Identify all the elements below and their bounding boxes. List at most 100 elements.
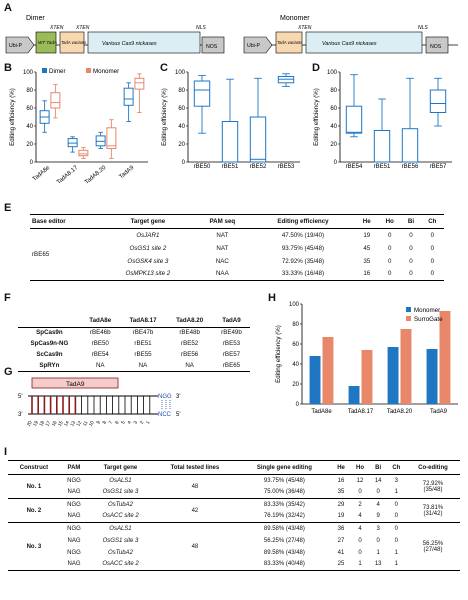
table-cell: 9 [376, 513, 380, 520]
nls-label-1: NLS [196, 25, 206, 31]
table-cell: rBE49b [221, 329, 242, 337]
table-cell: 0 [430, 244, 435, 252]
table-e-header: Editing efficiency [277, 218, 329, 225]
three-prime-bottom: 5' [176, 412, 180, 418]
nos-label-2: NOS [430, 44, 442, 50]
legend-swatch [406, 316, 411, 321]
table-cell: 0 [387, 257, 392, 265]
xten-label-1: XTEN [49, 25, 64, 31]
table-cell: NAT [216, 231, 229, 239]
table-cell: 1 [394, 549, 399, 556]
table-f: TadA8e TadA8.17 TadA8.20 TadA9 SpCas9n r… [18, 314, 250, 372]
table-cell: rBE55 [134, 351, 152, 358]
nos-box-2 [425, 36, 449, 54]
three-prime-top: 3' [176, 394, 180, 400]
table-cell: 12 [356, 477, 364, 484]
box [67, 136, 78, 153]
table-cell: rBE53 [222, 340, 241, 347]
box-body [50, 92, 61, 109]
box-plot-b: 0 20 40 60 80 100 Editing efficiency (%) TadA8e… [9, 68, 148, 186]
table-cell: 45 [363, 244, 371, 252]
x-tick-label: TadA8.17 [56, 165, 80, 186]
table-i-header: PAM [67, 464, 81, 471]
tada-variants-label: TadA variants [61, 40, 87, 45]
dimer-construct: Ubi-P WT TadA XTEN TadA variants XTEN Va… [5, 25, 225, 54]
table-row: OsGS1 site 2 [129, 244, 167, 252]
table-cell: NGG [67, 477, 81, 484]
y-tick-label: 40 [292, 362, 299, 368]
position-label: 8 [102, 420, 109, 426]
table-cell: rBE48b [179, 329, 200, 337]
table-cell: 19 [363, 231, 371, 239]
pam-top: NGG [158, 394, 172, 400]
three-prime-left: 3' [18, 412, 22, 418]
box-plot-c: 0 20 40 60 80 100 Editing efficiency (%) rBE50 r… [161, 70, 300, 170]
ubi-label-2: Ubi-P [247, 43, 261, 49]
table-cell: OsGS1 site 3 [102, 489, 139, 496]
bar [400, 329, 412, 404]
total-lines: 48 [191, 483, 199, 490]
y-tick-label: 80 [26, 88, 33, 94]
position-label: 13 [69, 420, 77, 428]
cas9-box-2 [305, 31, 423, 54]
table-cell: rBE47b [132, 329, 154, 337]
table-cell: 25 [337, 561, 345, 568]
tada-variants-box-2 [275, 31, 303, 54]
y-axis-label: Editing efficiency (%) [9, 88, 16, 146]
table-cell: OsALS1 [109, 525, 132, 532]
construct-label: No. 3 [26, 543, 42, 550]
table-f-header: TadA8.17 [129, 316, 157, 324]
table-cell: 0 [409, 270, 413, 278]
table-cell: NGG [67, 525, 81, 532]
position-label: 1 [145, 420, 152, 426]
wt-tada-box [35, 31, 57, 54]
table-cell: OsGS1 site 3 [102, 537, 139, 544]
box-body [193, 80, 211, 107]
position-label: 18 [38, 420, 46, 428]
x-tick-label: rBE54 [346, 164, 363, 170]
table-cell: 83.33% (35/42) [263, 501, 305, 508]
x-tick-label: rBE57 [430, 164, 447, 170]
y-tick-label: 20 [178, 142, 185, 148]
table-cell: 35 [363, 257, 371, 265]
tada-variants-label-2: TadA variants [277, 40, 303, 45]
nos-label: NOS [206, 44, 218, 50]
table-cell: 36 [337, 525, 345, 532]
panel-label-e: E [4, 202, 12, 214]
table-cell: 0 [387, 244, 392, 252]
construct-diagram: Dimer Monomer Ubi-P WT TadA XTEN TadA va… [5, 15, 458, 54]
box [249, 77, 267, 163]
position-label: 9 [95, 420, 102, 426]
y-axis-label: Editing efficiency (%) [275, 325, 282, 383]
table-cell: 0 [358, 549, 362, 556]
table-cell: NAG [67, 537, 81, 544]
table-cell: rBE57 [222, 351, 241, 358]
x-tick-label: rBE50 [194, 164, 211, 170]
y-tick-label: 60 [330, 106, 337, 112]
box-body [78, 149, 89, 157]
legend-label: SurroGate [414, 316, 443, 323]
box [95, 131, 106, 149]
box [221, 78, 239, 163]
box [345, 74, 363, 138]
table-cell: 29 [337, 501, 345, 508]
x-tick-label: TadA8.20 [84, 165, 108, 186]
table-cell: rBE46b [89, 329, 111, 337]
table-cell: OsALS1 [109, 477, 132, 484]
position-label: 2 [139, 420, 146, 426]
table-cell: 0 [409, 257, 413, 265]
bar [439, 311, 451, 404]
table-cell: 3 [394, 477, 399, 484]
xten-label-2: XTEN [75, 25, 90, 31]
y-tick-label: 100 [289, 302, 300, 308]
x-tick-label: rBE52 [250, 164, 267, 170]
cas9-box [87, 31, 201, 54]
panel-label-i: I [4, 446, 8, 458]
table-cell: 35 [337, 489, 345, 496]
y-tick-label: 60 [292, 342, 299, 348]
panel-label-c: C [160, 62, 168, 74]
legend-swatch [86, 68, 91, 73]
table-i-header: Ch [392, 464, 401, 471]
legend-label: Monomer [93, 68, 119, 75]
table-e-editor: rBE65 [32, 251, 50, 258]
